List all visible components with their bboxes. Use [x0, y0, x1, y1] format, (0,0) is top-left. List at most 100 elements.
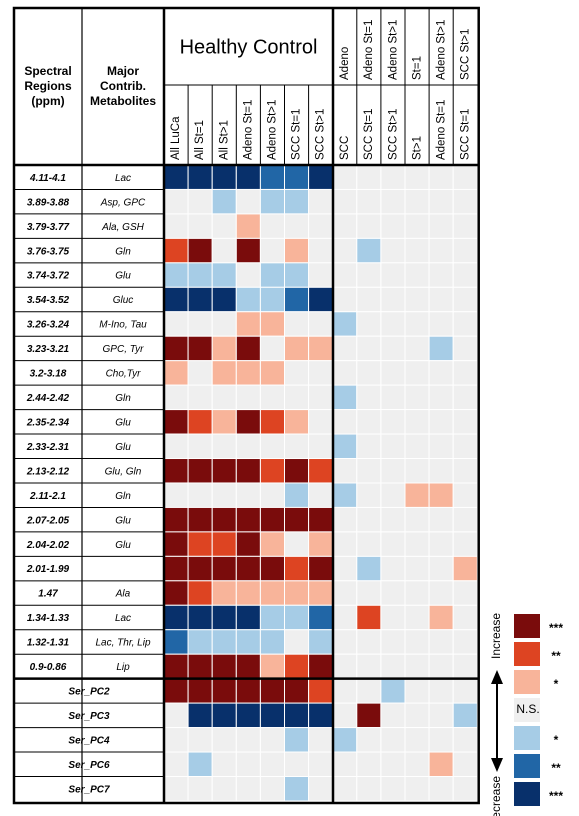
heatmap-cell: [428, 776, 454, 802]
heatmap-cell: [380, 164, 406, 190]
row-metabolite-label: Asp, GPC: [100, 197, 146, 208]
heatmap-cell: [428, 213, 454, 239]
heatmap-cell: [380, 213, 406, 239]
heatmap-cell: [211, 653, 237, 680]
row-metabolite-label: Glu: [115, 515, 131, 526]
heatmap-cell: [404, 653, 430, 680]
heatmap-cell: [259, 727, 285, 753]
legend-decrease-label: Decrease: [489, 776, 503, 816]
row-region-label: 0.9-0.86: [30, 662, 67, 673]
heatmap-cell: [356, 702, 382, 729]
heatmap-cell: [380, 433, 406, 460]
heatmap-cell: [356, 164, 382, 190]
heatmap-cell: [235, 531, 261, 557]
heatmap-cell: [380, 360, 406, 386]
legend-swatch: [514, 614, 540, 638]
heatmap-cell: [211, 482, 237, 508]
heatmap-cell: [259, 164, 285, 190]
heatmap-cell: [332, 531, 358, 557]
column-bottom-label: SCC: [339, 136, 351, 160]
heatmap-cell: [380, 629, 406, 655]
column-bottom-label: SCC St=1: [363, 109, 375, 160]
row-region-label: 2.44-2.42: [26, 393, 70, 404]
heatmap-cell: [308, 482, 334, 508]
heatmap-cell: [259, 702, 285, 729]
heatmap-cell: [308, 286, 334, 313]
heatmap-cell: [356, 433, 382, 460]
header-spectral-regions: (ppm): [31, 94, 64, 108]
legend-stars: **: [551, 649, 561, 663]
heatmap-cell: [235, 360, 261, 386]
table-border: [12, 6, 480, 805]
heatmap-cell: [211, 433, 237, 460]
heatmap-cell: [356, 629, 382, 655]
heatmap-cell: [380, 482, 406, 508]
heatmap-cell: [428, 678, 454, 704]
heatmap-cell: [235, 629, 261, 655]
heatmap-cell: [452, 555, 478, 582]
heatmap-cell: [356, 213, 382, 239]
column-label: All St>1: [218, 120, 230, 160]
heatmap-cell: [187, 482, 213, 508]
heatmap-cell: [259, 506, 285, 533]
heatmap-cell: [404, 458, 430, 484]
heatmap-cell: [211, 213, 237, 239]
heatmap-cell: [356, 311, 382, 337]
heatmap-cell: [428, 237, 454, 264]
heatmap-cell: [211, 629, 237, 655]
heatmap-cell: [284, 776, 310, 802]
heatmap-cell: [380, 580, 406, 606]
heatmap-cell: [187, 286, 213, 313]
heatmap-cell: [235, 335, 261, 362]
heatmap-cell: [332, 702, 358, 729]
heatmap-cell: [380, 311, 406, 337]
heatmap-cell: [235, 237, 261, 264]
heatmap-cell: [284, 702, 310, 729]
heatmap-cell: [235, 751, 261, 777]
heatmap-cell: [284, 360, 310, 386]
heatmap-cell: [332, 384, 358, 411]
heatmap-cell: [284, 164, 310, 190]
heatmap-cell: [452, 311, 478, 337]
heatmap-cell: [428, 360, 454, 386]
row-region-label: 2.04-2.02: [26, 540, 70, 551]
heatmap-cell: [284, 384, 310, 411]
heatmap-cell: [404, 286, 430, 313]
row-region-label: 3.79-3.77: [27, 222, 70, 233]
heatmap-cell: [163, 555, 189, 582]
heatmap-cell: [380, 384, 406, 411]
heatmap-cell: [332, 335, 358, 362]
heatmap-cell: [163, 702, 189, 729]
heatmap-cell: [163, 580, 189, 606]
row-region-label: 3.23-3.21: [27, 344, 70, 355]
heatmap-cell: [211, 360, 237, 386]
row-metabolite-label: Glu: [115, 540, 131, 551]
heatmap-cell: [428, 702, 454, 729]
heatmap-cell: [211, 311, 237, 337]
row-metabolite-label: Glu, Gln: [105, 466, 142, 477]
row-metabolite-label: Lip: [116, 662, 130, 673]
heatmap-cell: [356, 360, 382, 386]
row-region-label: 2.33-2.31: [26, 442, 70, 453]
heatmap-cell: [332, 678, 358, 704]
heatmap-cell: [187, 188, 213, 215]
row-metabolite-label: Lac: [115, 613, 131, 624]
heatmap-cell: [284, 213, 310, 239]
heatmap-cell: [235, 678, 261, 704]
heatmap-cell: [259, 629, 285, 655]
row-region-label: 2.07-2.05: [26, 515, 70, 526]
heatmap-cell: [428, 482, 454, 508]
row-region-label: 2.35-2.34: [26, 417, 70, 428]
heatmap-cell: [211, 751, 237, 777]
heatmap-cell: [211, 164, 237, 190]
heatmap-cell: [308, 262, 334, 288]
heatmap-cell: [163, 262, 189, 288]
heatmap-cell: [284, 727, 310, 753]
heatmap-cell: [380, 237, 406, 264]
heatmap-cell: [452, 678, 478, 704]
heatmap-cell: [308, 727, 334, 753]
header-major-metabolites: Metabolites: [90, 94, 156, 108]
heatmap-cell: [404, 164, 430, 190]
heatmap-cell: [380, 188, 406, 215]
heatmap-cell: [259, 384, 285, 411]
